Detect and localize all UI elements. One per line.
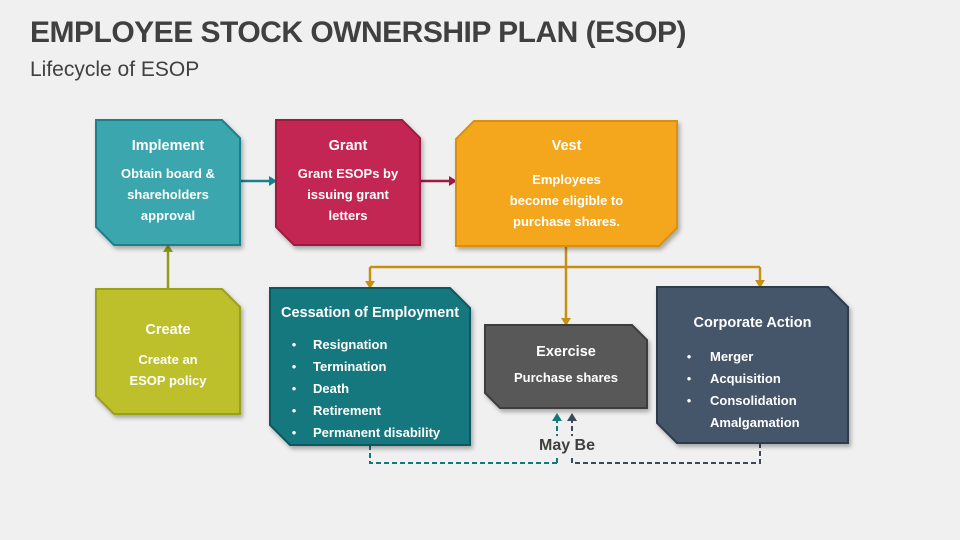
- grant-box-text: Grant Grant ESOPs by issuing grant lette…: [276, 136, 420, 226]
- connector-implement-to-grant: [240, 176, 277, 186]
- list-item: Amalgamation: [679, 412, 848, 434]
- cessation-box-shape: [269, 287, 471, 446]
- corporate-bullet-list: • Merger • Acquisition • Consolidation Amal…: [657, 346, 848, 434]
- cessation-bullet: Death: [313, 381, 350, 396]
- cessation-box-title: Cessation of Employment: [280, 305, 460, 321]
- vest-box-title: Vest: [551, 138, 582, 154]
- corporate-continuation: Amalgamation: [710, 415, 800, 430]
- bullet-icon: •: [291, 337, 297, 352]
- corporate-bullet: Merger: [710, 349, 754, 364]
- vest-body-line: become eligible to: [509, 193, 624, 208]
- connector-grant-to-vest: [420, 176, 457, 186]
- implement-box-shape: [95, 119, 241, 246]
- create-box-shape: [95, 288, 241, 415]
- arrowhead-right-icon: [269, 176, 277, 186]
- exercise-box-text: Exercise Purchase shares: [485, 342, 647, 388]
- vest-box-shape: [455, 120, 678, 247]
- list-item: • Termination: [284, 356, 470, 378]
- create-box-title: Create: [145, 322, 191, 338]
- grant-box-title: Grant: [328, 138, 368, 154]
- bullet-icon: •: [291, 381, 297, 396]
- corporate-bullet: Acquisition: [710, 371, 781, 386]
- cessation-bullet-list: • Resignation • Termination • Death • Retire…: [270, 334, 470, 444]
- list-item: • Consolidation: [679, 390, 848, 412]
- implement-body-line: Obtain board &: [121, 166, 215, 181]
- may-be-label: May Be: [529, 436, 605, 456]
- grant-box-shape: [275, 119, 421, 246]
- exercise-box-shape: [484, 324, 648, 409]
- corporate-box-title: Corporate Action: [693, 315, 812, 331]
- cessation-box-text: Cessation of Employment • Resignation • Te…: [270, 303, 470, 444]
- list-item: • Merger: [679, 346, 848, 368]
- exercise-body-line: Purchase shares: [513, 370, 619, 385]
- bullet-icon: •: [686, 393, 692, 408]
- list-item: • Resignation: [284, 334, 470, 356]
- grant-body-line: Grant ESOPs by: [297, 166, 399, 181]
- connector-create-to-implement: [163, 244, 173, 289]
- list-item: • Death: [284, 378, 470, 400]
- create-body-line: Create an: [138, 352, 198, 367]
- arrowhead-up-icon: [163, 244, 173, 252]
- vest-body-line: purchase shares.: [513, 214, 620, 229]
- cessation-bullet: Resignation: [313, 337, 388, 352]
- list-item: • Permanent disability: [284, 422, 470, 444]
- implement-box-text: Implement Obtain board & shareholders ap…: [96, 136, 240, 226]
- page-title: EMPLOYEE STOCK OWNERSHIP PLAN (ESOP): [30, 16, 686, 49]
- cessation-bullet: Retirement: [313, 403, 381, 418]
- bullet-icon: •: [291, 425, 297, 440]
- bullet-icon: •: [686, 349, 692, 364]
- list-item: • Acquisition: [679, 368, 848, 390]
- connector-vest-branch: [365, 246, 765, 326]
- implement-box-title: Implement: [131, 138, 205, 154]
- implement-body-line: approval: [140, 208, 196, 223]
- vest-body-line: Employees: [532, 172, 601, 187]
- create-body-line: ESOP policy: [129, 373, 207, 388]
- corporate-box-shape: [656, 286, 849, 444]
- exercise-box-title: Exercise: [536, 344, 596, 360]
- arrowhead-down-icon: [755, 280, 765, 288]
- corporate-bullet: Consolidation: [710, 393, 797, 408]
- grant-body-line: issuing grant: [307, 187, 389, 202]
- arrowhead-down-icon: [365, 281, 375, 289]
- arrowhead-down-icon: [561, 318, 571, 326]
- arrowhead-right-icon: [449, 176, 457, 186]
- list-item: • Retirement: [284, 400, 470, 422]
- vest-box-text: Vest Employees become eligible to purcha…: [456, 136, 677, 232]
- arrowhead-up-icon: [567, 413, 577, 421]
- grant-body-line: letters: [328, 208, 368, 223]
- cessation-bullet: Termination: [313, 359, 387, 374]
- bullet-icon: •: [291, 359, 297, 374]
- page-subtitle: Lifecycle of ESOP: [30, 58, 200, 81]
- cessation-bullet: Permanent disability: [313, 425, 441, 440]
- bullet-icon: •: [686, 371, 692, 386]
- arrowhead-up-icon: [552, 413, 562, 421]
- implement-body-line: shareholders: [127, 187, 209, 202]
- bullet-icon: •: [291, 403, 297, 418]
- corporate-box-text: Corporate Action • Merger • Acquisition • C…: [657, 313, 848, 434]
- create-box-text: Create Create an ESOP policy: [96, 320, 240, 391]
